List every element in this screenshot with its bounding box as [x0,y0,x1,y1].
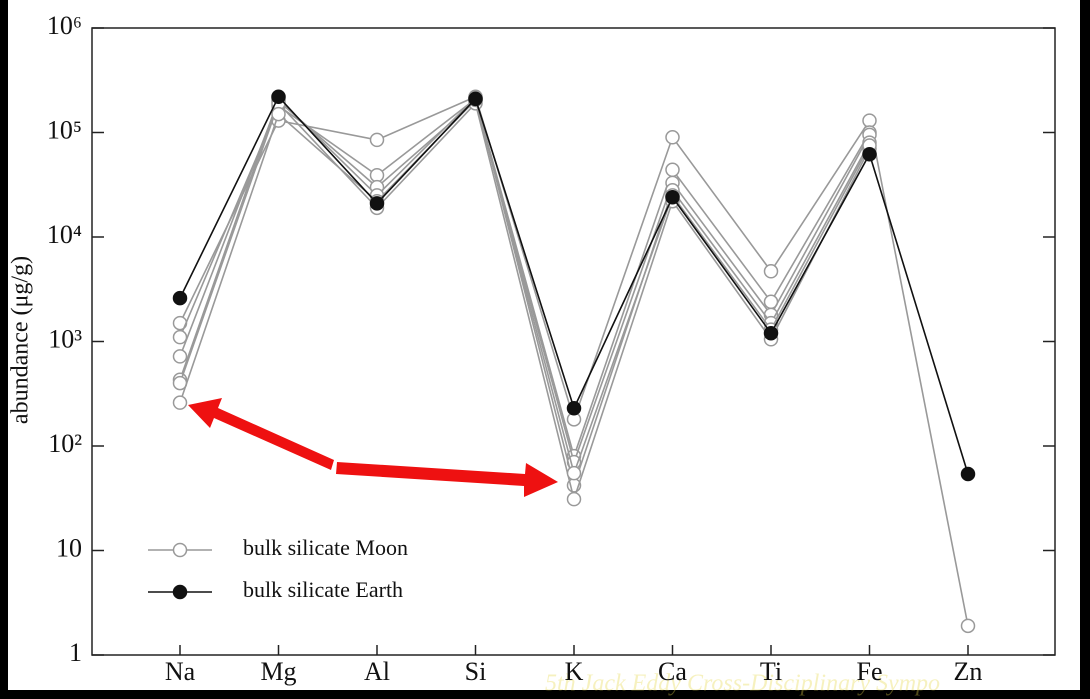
series-line [179,101,871,503]
data-point [665,130,680,145]
data-point [172,349,188,364]
x-tick-label: Zn [954,657,983,686]
data-point [271,89,286,104]
legend-marker [172,584,188,600]
data-point [862,146,877,162]
series [172,89,976,482]
data-point [468,91,483,107]
x-tick-label: Fe [857,657,883,686]
series-line [179,98,871,476]
x-tick-label: Ti [760,657,782,686]
data-point [566,400,582,416]
data-point [369,196,385,211]
x-tick-label: K [565,657,584,686]
y-tick-label: 10⁶ [47,11,82,40]
data-point [172,395,188,410]
data-point [172,329,188,345]
data-point [960,618,976,634]
arrows [188,398,558,497]
y-tick-label: 1 [69,638,82,667]
data-point [369,167,385,183]
x-tick-label: Si [465,657,487,686]
data-point [960,466,976,482]
data-point [172,290,188,306]
footer: 5th Jack Eddy Cross-Disciplinary Sympo [545,671,940,697]
data-point [763,325,779,341]
data-point [566,491,582,507]
data-point [763,264,779,279]
y-tick-label: 10² [48,429,82,458]
series-line [179,97,871,459]
arrow [188,398,334,470]
arrow [336,462,558,497]
x-tick-label: Mg [260,657,296,686]
data-point [566,465,582,481]
x-tick-label: Ca [658,657,687,686]
y-tick-label: 10³ [48,324,82,353]
x-tick-label: Na [165,657,196,686]
y-tick-label: 10⁵ [47,115,82,144]
data-point [271,106,286,122]
data-point [665,162,680,178]
legend-label: bulk silicate Earth [243,577,403,602]
data-point [369,132,385,148]
legend-marker [172,542,188,558]
y-tick-label: 10⁴ [47,220,82,249]
legend-label: bulk silicate Moon [243,535,408,560]
y-axis-label: abundance (μg/g) [8,256,34,424]
x-tick-label: Al [364,657,390,686]
data-point [862,113,877,128]
data-point [665,190,680,205]
y-tick-label: 10 [56,533,82,562]
